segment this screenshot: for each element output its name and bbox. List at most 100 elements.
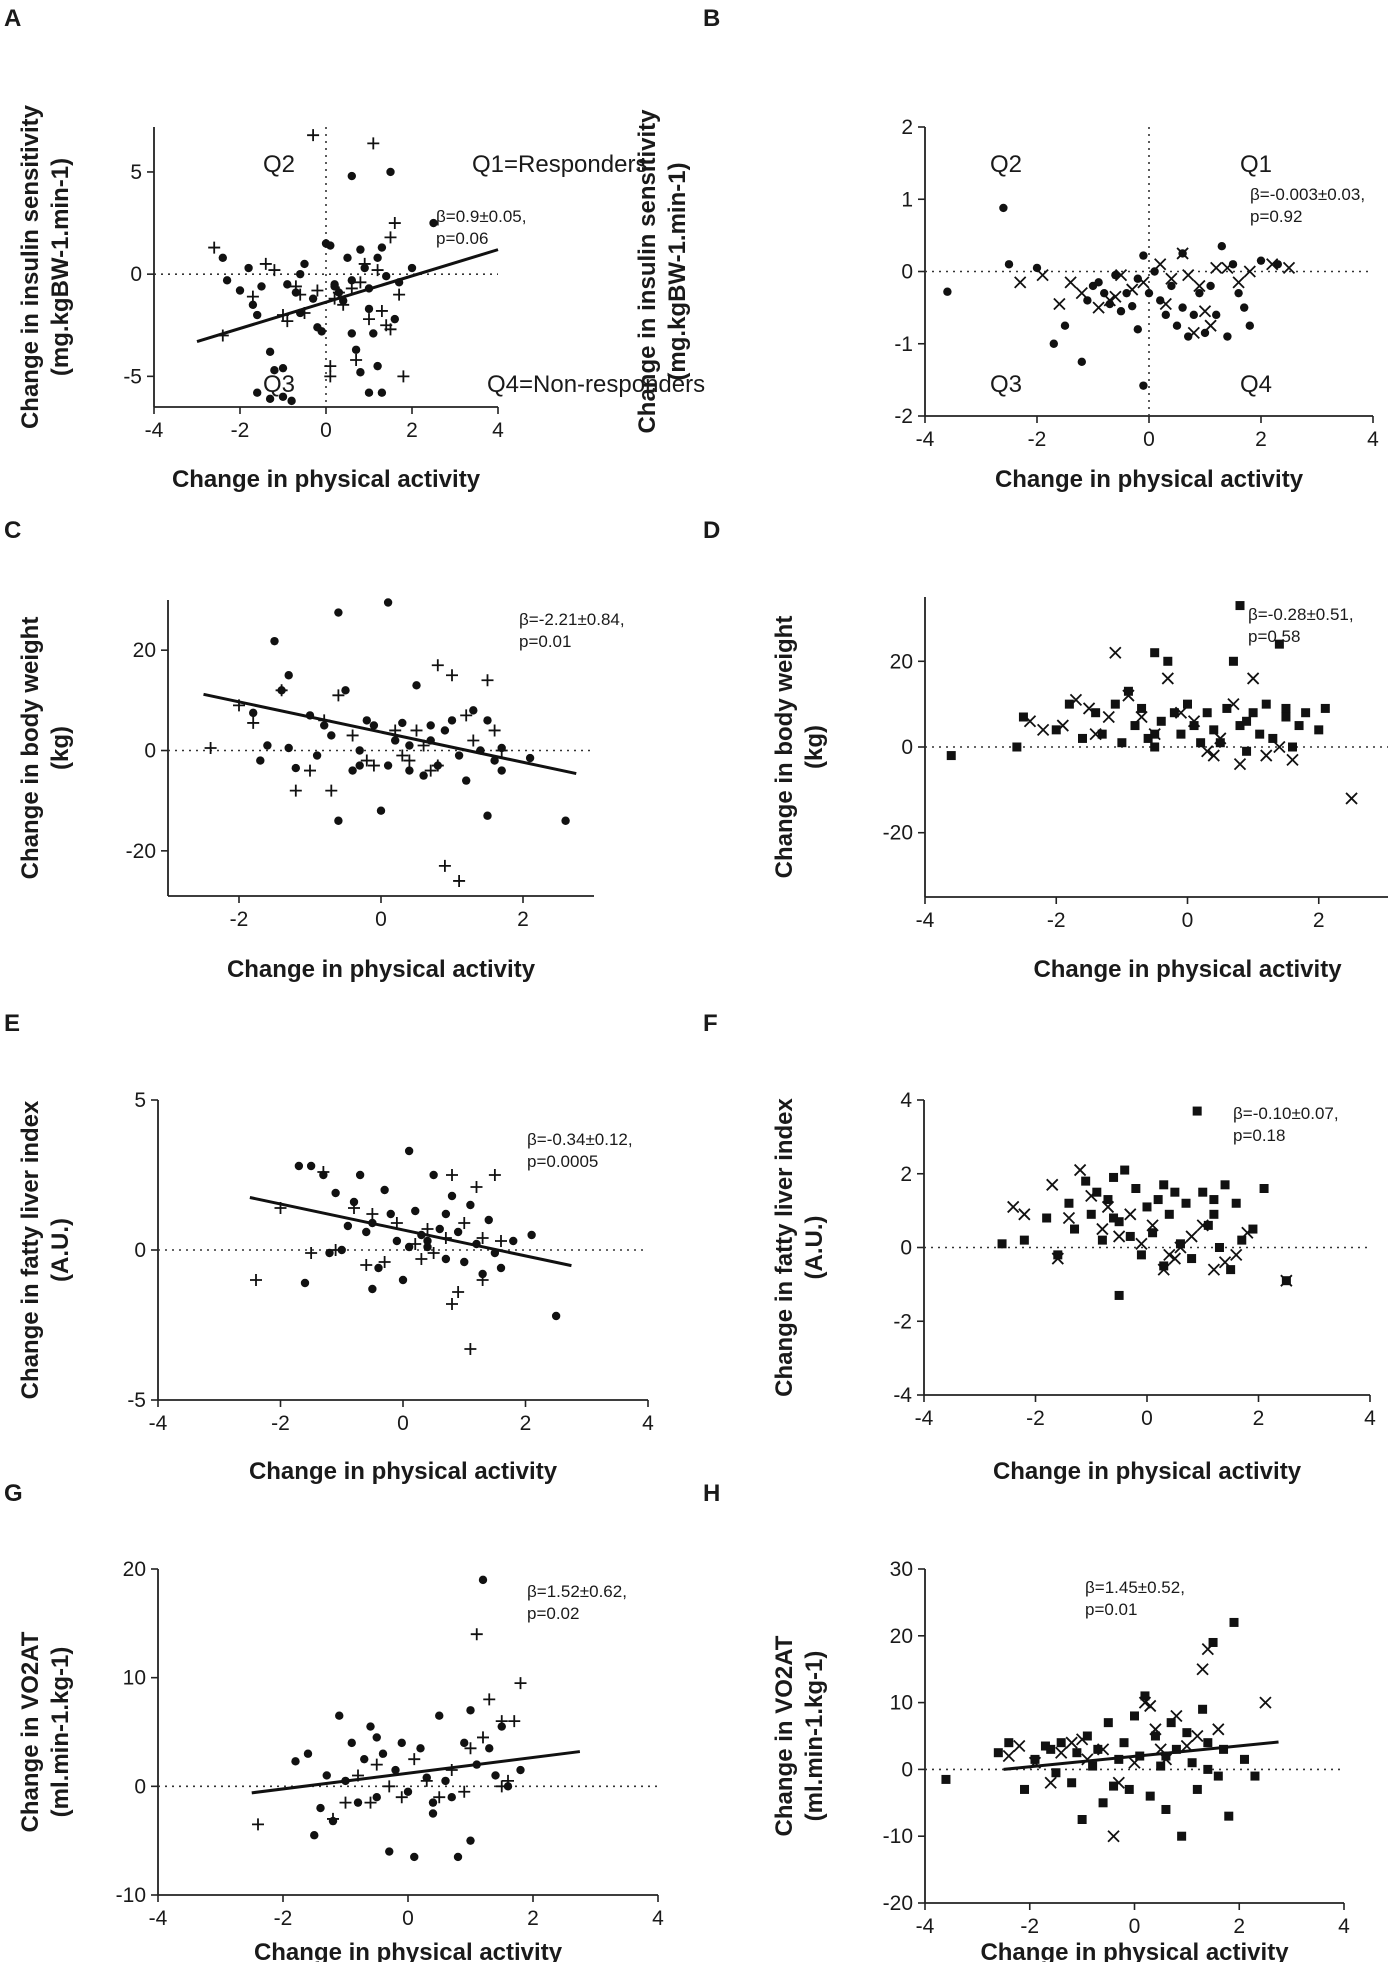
y-tick-label: 20 [123,1558,146,1581]
data-point-square [1163,656,1173,666]
y-tick-label: 5 [134,1089,146,1112]
data-point-circle [369,721,379,730]
x-tick-label: 0 [375,908,387,931]
data-point-plus [415,1253,428,1265]
data-point-square [1137,703,1147,713]
data-point-plus [246,290,259,303]
regression-line [249,1196,572,1268]
data-point-circle [398,718,407,728]
panel-letter: C [4,517,21,544]
data-point-square [1119,1738,1129,1748]
x-tick-label: 4 [652,1907,664,1930]
y-tick-label: -2 [894,405,913,428]
data-point-cross [1176,247,1189,260]
data-point-circle [368,1284,377,1294]
data-point-plus [460,709,473,722]
panel-letter: A [4,5,21,32]
data-point-plus [350,353,363,366]
data-point-circle [287,396,296,406]
x-tick-label: 4 [642,1412,654,1435]
data-point-plus [384,323,397,336]
data-point-circle [435,1224,444,1234]
data-point-plus [408,1753,421,1766]
data-point-circle [306,1161,316,1171]
x-tick-label: -4 [145,419,164,442]
data-point-circle [447,1793,456,1802]
data-point-plus [488,1169,501,1181]
data-point-cross [1109,646,1122,659]
y-axis-title: Change in VO2AT (ml.min-1.kg-1) [17,1631,74,1832]
data-point-square [1156,1761,1166,1771]
data-point-circle [284,743,293,753]
data-point-circle [496,1263,506,1273]
y-tick-label: 0 [134,1775,146,1798]
data-point-square [1248,1224,1258,1234]
data-point-circle [1083,296,1092,305]
y-axis-title: Change in fatty liver index (A.U.) [771,1097,828,1396]
data-point-circle [1184,332,1193,341]
data-point-plus [252,1818,264,1831]
series-cross [1014,247,1296,340]
data-point-plus [403,754,416,767]
data-point-circle [525,753,535,763]
panel-f: F -4 -2 0 2 4 -4 -2 0 2 4 Change in physical activi… [703,1010,1376,1485]
data-point-cross [1232,276,1245,289]
data-point-plus [370,1758,383,1771]
data-point-square [1288,742,1297,752]
data-point-plus [502,1774,514,1787]
data-point-cross [1260,749,1273,762]
data-point-cross [1174,706,1188,719]
data-point-square [1081,1176,1091,1186]
data-point-plus [307,129,320,142]
data-point-square [1183,699,1192,709]
stat-annotation: p=0.92 [1250,207,1302,226]
y-tick-label: 1 [901,188,913,211]
data-point-plus [476,1274,489,1286]
data-point-circle [347,171,356,181]
data-point-cross [1064,276,1077,289]
y-tick-label: 2 [900,1163,912,1186]
data-point-square [1176,729,1186,739]
y-tick-label: -4 [893,1384,912,1407]
data-point-cross [1187,715,1201,728]
data-point-square [1171,1744,1181,1754]
data-point-cross [1092,301,1105,314]
panel-g: G -4 -2 0 2 4 -10 0 10 20 Change in physical activ… [4,1480,664,1962]
data-point-circle [372,1733,381,1742]
data-point-circle [1133,274,1143,283]
data-point-square [1091,708,1101,718]
data-point-circle [390,314,399,324]
data-point-plus [395,1791,408,1804]
data-point-circle [1111,270,1120,280]
x-tick-label: 0 [402,1907,414,1930]
data-point-circle [428,1809,438,1818]
data-point-square [1294,721,1304,731]
data-point-circle [491,1771,500,1780]
data-point-square [1145,1791,1155,1801]
data-point-circle [483,716,492,725]
data-point-circle [356,245,365,254]
data-point-cross [1135,710,1148,724]
data-point-plus [324,360,337,373]
data-point-plus [383,1780,396,1793]
y-axis-title-line1: Change in insulin sensitivity [634,109,661,434]
y-tick-label: -10 [883,1825,913,1848]
data-point-cross [1114,268,1128,282]
data-point-cross [1214,732,1227,745]
data-point-square [1067,1778,1077,1788]
data-point-cross [1056,719,1069,732]
data-point-square [1125,1231,1135,1241]
data-point-plus [324,370,337,383]
x-tick-label: 0 [1182,909,1194,932]
data-point-circle [283,280,292,289]
data-point-square [1229,1617,1239,1627]
data-point-circle [1077,357,1087,367]
data-point-plus [483,1693,496,1706]
data-point-square [1064,1198,1074,1208]
data-point-circle [1150,267,1159,276]
data-point-circle [343,1221,353,1231]
data-point-square [1103,1718,1113,1728]
data-point-plus [488,724,501,737]
data-point-circle [453,1227,463,1237]
